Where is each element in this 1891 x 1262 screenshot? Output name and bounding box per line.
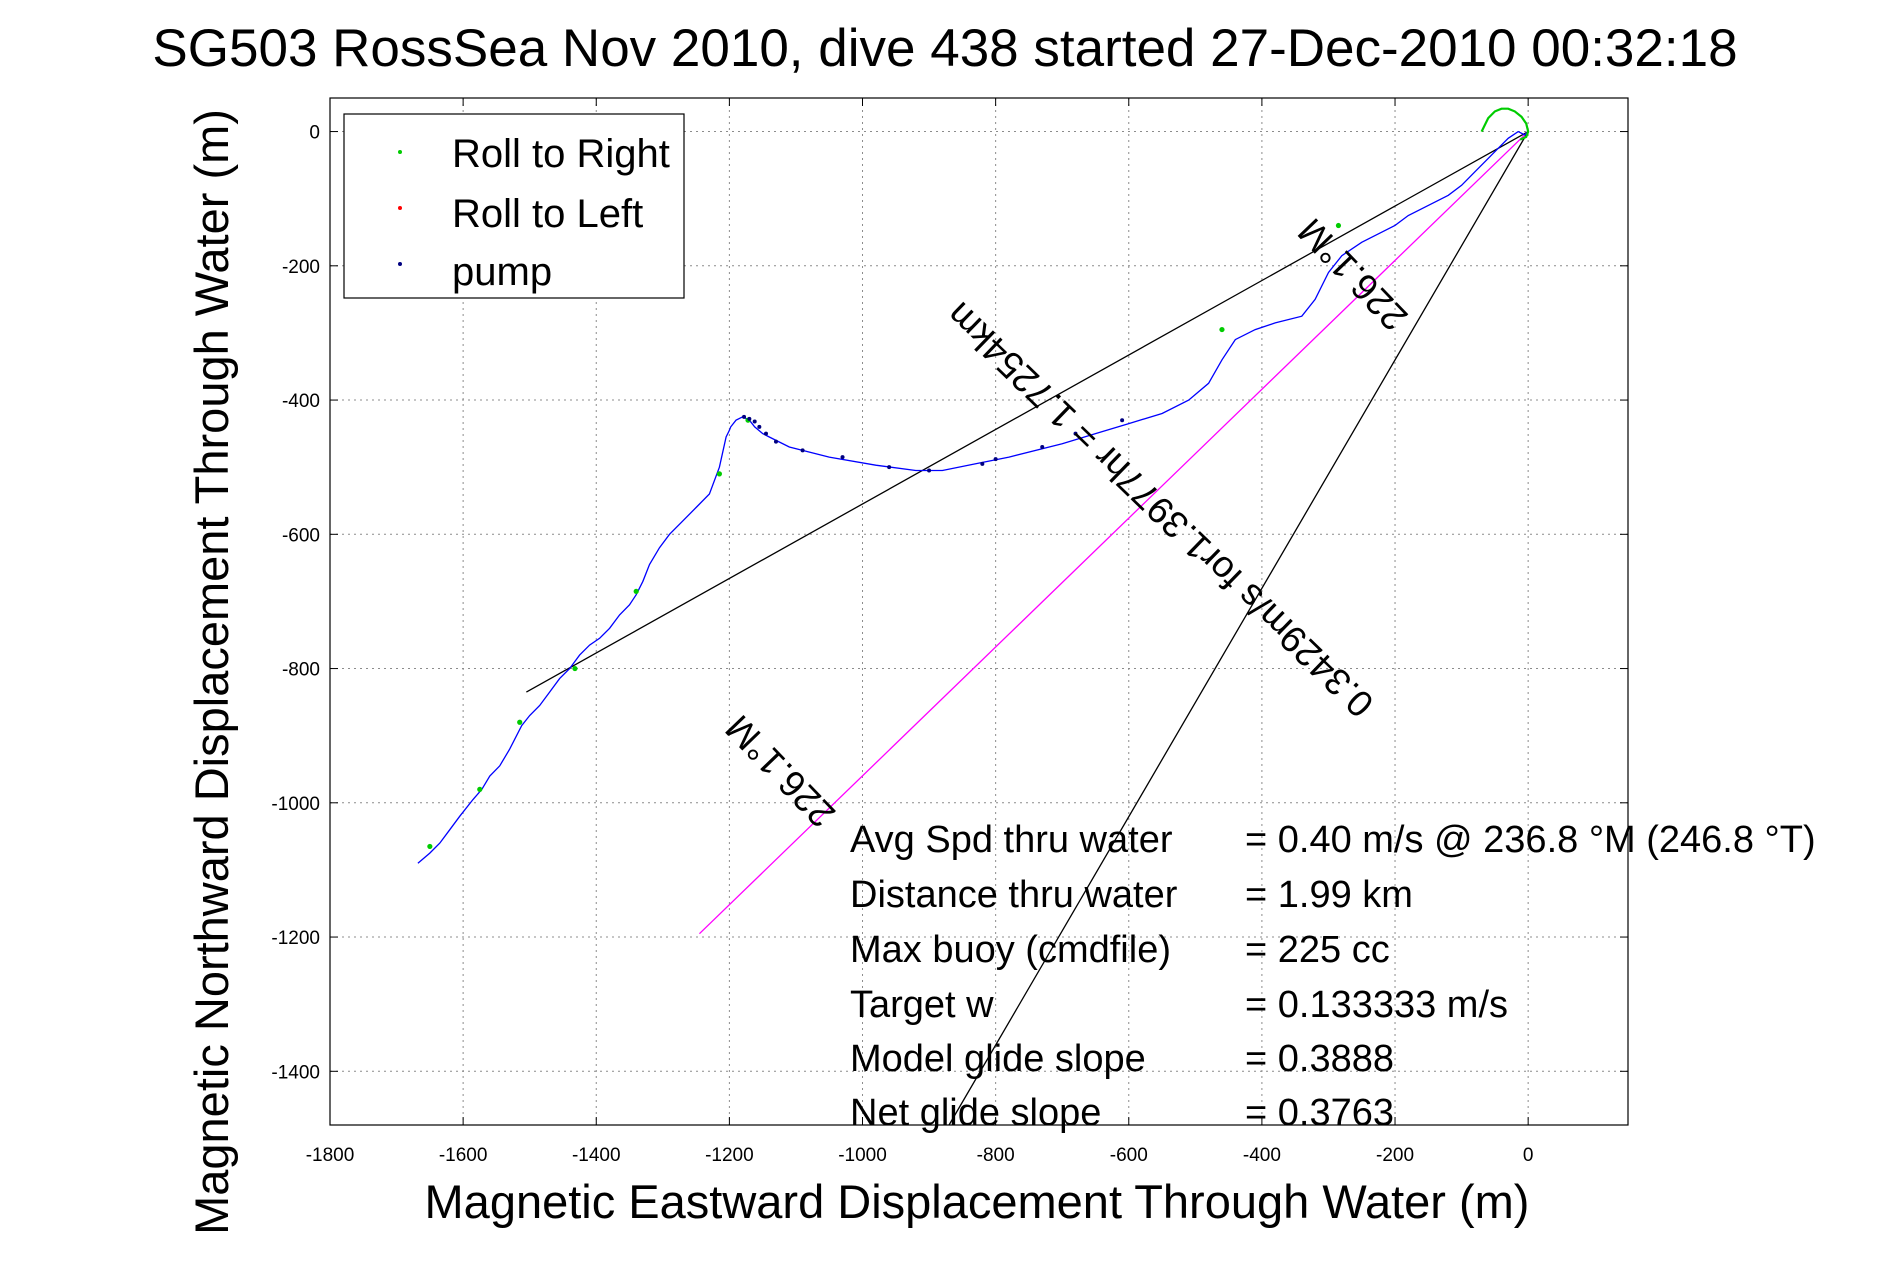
pump-point xyxy=(752,419,757,424)
pump-point xyxy=(763,431,768,436)
legend: Roll to Right Roll to Left pump xyxy=(343,113,685,299)
legend-label-pump: pump xyxy=(452,250,552,294)
marker-points xyxy=(427,222,1342,850)
series-track xyxy=(417,130,1529,864)
plot-area-frame xyxy=(329,97,1629,1126)
legend-box xyxy=(343,113,685,299)
chart-title: SG503 RossSea Nov 2010, dive 438 started… xyxy=(152,19,1737,78)
stat-label-target-w: Target w xyxy=(850,984,994,1026)
pump-point xyxy=(757,424,762,429)
series-loop xyxy=(1480,107,1530,141)
pump-point xyxy=(800,448,805,453)
stat-value-max-buoy: = 225 cc xyxy=(1245,929,1390,971)
legend-marker-roll-left xyxy=(398,206,402,210)
stat-value-avg-speed: = 0.40 m/s @ 236.8 °M (246.8 °T) xyxy=(1245,819,1816,861)
stat-value-model-glide: = 0.3888 xyxy=(1245,1038,1394,1080)
pump-point xyxy=(980,461,985,466)
y-tick-label: -1200 xyxy=(271,928,320,949)
y-axis-ticks: 0 -200 -400 -600 -800 -1000 -1200 -1400 xyxy=(271,123,1628,1083)
roll-right-point xyxy=(1335,222,1342,229)
roll-right-point xyxy=(477,786,483,792)
pump-point xyxy=(742,414,747,419)
x-tick-label: -400 xyxy=(1243,1145,1281,1166)
y-tick-label: -1000 xyxy=(271,794,320,815)
pump-point xyxy=(747,416,752,421)
x-tick-label: -1800 xyxy=(306,1145,355,1166)
y-tick-label: 0 xyxy=(309,123,320,144)
roll-right-point xyxy=(633,588,639,594)
black-line-1 xyxy=(526,130,1529,693)
y-tick-label: -200 xyxy=(282,257,320,278)
stat-value-target-w: = 0.133333 m/s xyxy=(1245,984,1508,1026)
pump-point xyxy=(887,465,892,470)
pump-point xyxy=(1120,418,1125,423)
x-axis-label: Magnetic Eastward Displacement Through W… xyxy=(425,1175,1530,1228)
x-tick-label: -1400 xyxy=(572,1145,621,1166)
series-lines xyxy=(417,107,1530,864)
roll-right-point xyxy=(517,719,523,725)
pump-point xyxy=(840,455,845,460)
stat-value-distance: = 1.99 km xyxy=(1245,874,1413,916)
stats-block: Avg Spd thru water = 0.40 m/s @ 236.8 °M… xyxy=(850,819,1816,1134)
pump-point xyxy=(1040,445,1045,450)
x-tick-label: -200 xyxy=(1376,1145,1414,1166)
stat-label-model-glide: Model glide slope xyxy=(850,1038,1146,1080)
magenta-line xyxy=(698,131,1529,935)
legend-marker-roll-right xyxy=(398,150,402,154)
y-tick-label: -1400 xyxy=(271,1062,320,1083)
reference-lines xyxy=(526,130,1529,1126)
x-tick-label: -1600 xyxy=(439,1145,488,1166)
roll-right-point xyxy=(427,843,433,850)
legend-marker-pump xyxy=(398,262,402,266)
pump-point xyxy=(1073,431,1078,436)
black-line-2 xyxy=(948,131,1529,1126)
pump-point xyxy=(927,468,932,473)
stat-label-avg-speed: Avg Spd thru water xyxy=(850,819,1173,861)
roll-right-point xyxy=(1219,326,1225,333)
roll-right-point xyxy=(572,665,578,672)
legend-label-roll-left: Roll to Left xyxy=(452,192,643,236)
pump-point xyxy=(993,457,998,462)
legend-label-roll-right: Roll to Right xyxy=(452,132,670,176)
x-axis-ticks: -1800 -1600 -1400 -1200 -1000 -800 -600 -400 -20… xyxy=(306,98,1534,1166)
stat-label-net-glide: Net glide slope xyxy=(850,1092,1101,1134)
x-tick-label: -800 xyxy=(977,1145,1015,1166)
roll-right-point xyxy=(716,471,723,477)
y-tick-label: -400 xyxy=(282,391,320,412)
stat-label-distance: Distance thru water xyxy=(850,874,1178,916)
x-tick-label: -1000 xyxy=(838,1145,887,1166)
y-tick-label: -600 xyxy=(282,525,320,546)
pump-point xyxy=(773,439,778,444)
x-tick-label: -600 xyxy=(1110,1145,1148,1166)
stat-value-net-glide: = 0.3763 xyxy=(1245,1092,1394,1134)
x-tick-label: -1200 xyxy=(705,1145,754,1166)
y-tick-label: -800 xyxy=(282,660,320,681)
stat-label-max-buoy: Max buoy (cmdfile) xyxy=(850,929,1171,971)
x-tick-label: 0 xyxy=(1523,1145,1534,1166)
y-axis-label: Magnetic Northward Displacement Through … xyxy=(185,109,238,1235)
